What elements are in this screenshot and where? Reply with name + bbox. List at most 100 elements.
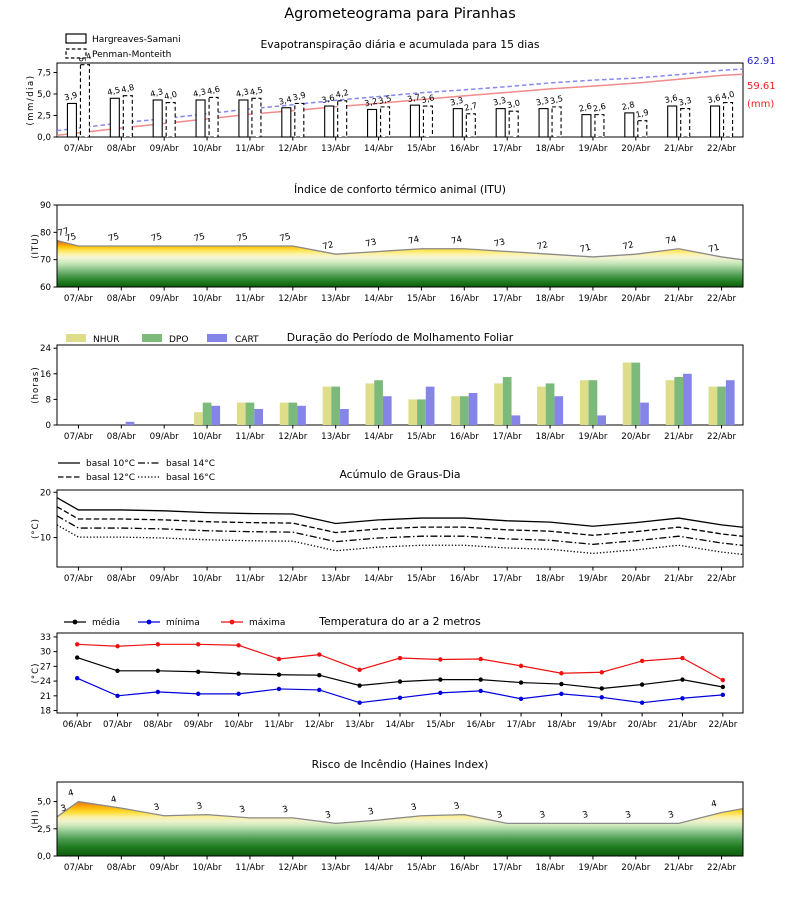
- svg-text:14/Abr: 14/Abr: [364, 574, 393, 584]
- svg-text:Hargreaves-Samani: Hargreaves-Samani: [92, 35, 181, 45]
- svg-text:3: 3: [667, 810, 675, 821]
- svg-text:11/Abr: 11/Abr: [235, 574, 264, 584]
- svg-text:24: 24: [40, 677, 52, 687]
- svg-text:(ITU): (ITU): [31, 233, 41, 259]
- svg-text:09/Abr: 09/Abr: [150, 863, 179, 873]
- dpm-title: Duração do Período de Molhamento Foliar: [286, 331, 514, 344]
- svg-text:60: 60: [40, 283, 51, 293]
- svg-text:06/Abr: 06/Abr: [63, 720, 92, 730]
- svg-text:14/Abr: 14/Abr: [364, 863, 393, 873]
- svg-text:4,3: 4,3: [235, 86, 250, 99]
- evapo-title: Evapotranspiração diária e acumulada par…: [260, 38, 540, 51]
- svg-text:77: 77: [57, 226, 70, 238]
- svg-text:NHUR: NHUR: [93, 335, 119, 345]
- svg-text:10/Abr: 10/Abr: [193, 432, 222, 442]
- svg-text:08/Abr: 08/Abr: [107, 574, 136, 584]
- svg-text:20/Abr: 20/Abr: [621, 294, 650, 304]
- svg-text:11/Abr: 11/Abr: [264, 720, 293, 730]
- svg-text:17/Abr: 17/Abr: [493, 574, 522, 584]
- svg-text:5,0: 5,0: [37, 90, 51, 100]
- svg-text:15/Abr: 15/Abr: [407, 144, 436, 154]
- svg-text:(mm/dia): (mm/dia): [26, 74, 36, 125]
- svg-text:19/Abr: 19/Abr: [578, 863, 607, 873]
- svg-text:72: 72: [622, 240, 635, 252]
- svg-text:5,0: 5,0: [37, 798, 51, 808]
- svg-text:75: 75: [107, 232, 120, 244]
- svg-text:3,5: 3,5: [377, 93, 392, 106]
- svg-text:3: 3: [281, 804, 289, 815]
- panel-dpm: 0 8 16 24 07/Abr 08/Abr 09/Abr 10/Abr 11/Abr 12/A…: [31, 334, 744, 442]
- svg-text:75: 75: [64, 232, 77, 244]
- svg-text:18/Abr: 18/Abr: [536, 574, 565, 584]
- svg-text:16/Abr: 16/Abr: [466, 720, 495, 730]
- svg-text:22/Abr: 22/Abr: [707, 144, 736, 154]
- svg-text:mínima: mínima: [166, 618, 200, 628]
- svg-text:3,9: 3,9: [292, 90, 307, 103]
- svg-text:09/Abr: 09/Abr: [150, 294, 179, 304]
- svg-text:17/Abr: 17/Abr: [493, 294, 522, 304]
- svg-text:21/Abr: 21/Abr: [664, 863, 693, 873]
- svg-text:07/Abr: 07/Abr: [64, 432, 93, 442]
- svg-text:10/Abr: 10/Abr: [193, 863, 222, 873]
- svg-text:70: 70: [40, 256, 51, 266]
- svg-text:2,5: 2,5: [37, 111, 51, 121]
- svg-text:4,3: 4,3: [149, 86, 164, 99]
- svg-text:71: 71: [708, 243, 721, 255]
- svg-text:22/Abr: 22/Abr: [707, 574, 736, 584]
- svg-text:basal 14°C: basal 14°C: [166, 459, 215, 469]
- svg-text:15/Abr: 15/Abr: [407, 574, 436, 584]
- svg-text:13/Abr: 13/Abr: [321, 432, 350, 442]
- svg-text:75: 75: [193, 232, 206, 244]
- svg-text:22/Abr: 22/Abr: [707, 294, 736, 304]
- svg-text:09/Abr: 09/Abr: [150, 432, 179, 442]
- svg-text:07/Abr: 07/Abr: [103, 720, 132, 730]
- svg-text:3: 3: [153, 802, 161, 813]
- svg-text:2,5: 2,5: [37, 825, 51, 835]
- svg-text:(horas): (horas): [31, 366, 41, 403]
- svg-text:10/Abr: 10/Abr: [193, 144, 222, 154]
- svg-text:1,9: 1,9: [635, 107, 650, 120]
- svg-text:07/Abr: 07/Abr: [64, 144, 93, 154]
- svg-text:3: 3: [196, 801, 204, 812]
- svg-text:20/Abr: 20/Abr: [621, 144, 650, 154]
- svg-text:4: 4: [710, 799, 718, 810]
- svg-text:3,3: 3,3: [449, 95, 464, 108]
- svg-text:07/Abr: 07/Abr: [64, 574, 93, 584]
- svg-text:72: 72: [536, 240, 549, 252]
- svg-text:2,6: 2,6: [592, 101, 607, 114]
- svg-text:72: 72: [322, 240, 335, 252]
- svg-text:13/Abr: 13/Abr: [321, 574, 350, 584]
- svg-text:DPO: DPO: [169, 335, 188, 345]
- svg-text:19/Abr: 19/Abr: [578, 432, 607, 442]
- svg-text:16/Abr: 16/Abr: [450, 294, 479, 304]
- svg-text:08/Abr: 08/Abr: [107, 863, 136, 873]
- svg-text:(HI): (HI): [31, 809, 41, 829]
- svg-text:4,8: 4,8: [120, 82, 135, 95]
- svg-text:3: 3: [324, 810, 332, 821]
- svg-text:16/Abr: 16/Abr: [450, 432, 479, 442]
- svg-text:4: 4: [67, 788, 75, 799]
- svg-text:12/Abr: 12/Abr: [278, 294, 307, 304]
- penman-total-label: 62.91: [747, 56, 776, 67]
- svg-text:71: 71: [579, 243, 592, 255]
- svg-text:22/Abr: 22/Abr: [707, 863, 736, 873]
- svg-text:máxima: máxima: [249, 618, 285, 628]
- svg-text:3: 3: [624, 810, 632, 821]
- svg-text:3,3: 3,3: [677, 95, 692, 108]
- svg-text:3: 3: [539, 810, 547, 821]
- svg-text:15/Abr: 15/Abr: [407, 294, 436, 304]
- svg-text:3: 3: [367, 807, 375, 818]
- svg-text:73: 73: [365, 237, 378, 249]
- svg-text:18/Abr: 18/Abr: [536, 294, 565, 304]
- svg-text:07/Abr: 07/Abr: [64, 863, 93, 873]
- svg-text:11/Abr: 11/Abr: [235, 863, 264, 873]
- temp-title: Temperatura do ar a 2 metros: [319, 615, 481, 628]
- svg-text:18/Abr: 18/Abr: [536, 144, 565, 154]
- svg-text:2,7: 2,7: [463, 100, 478, 113]
- svg-text:21/Abr: 21/Abr: [664, 574, 693, 584]
- svg-text:11/Abr: 11/Abr: [235, 294, 264, 304]
- svg-text:0,0: 0,0: [37, 852, 51, 862]
- mm-unit-label: (mm): [747, 99, 775, 110]
- svg-text:20/Abr: 20/Abr: [621, 863, 650, 873]
- svg-text:18/Abr: 18/Abr: [536, 863, 565, 873]
